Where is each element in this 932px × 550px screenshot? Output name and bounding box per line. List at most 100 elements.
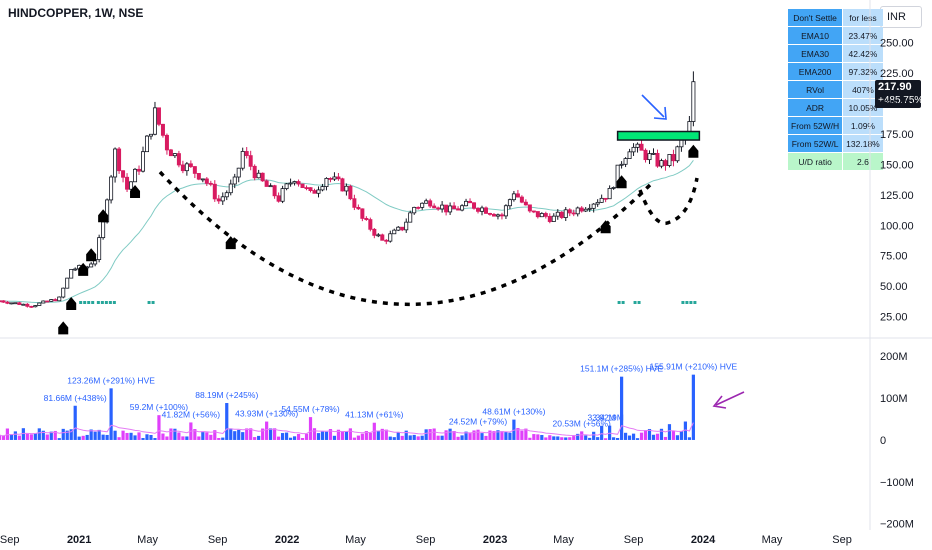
volume-bar xyxy=(396,431,400,440)
signal-dot xyxy=(83,301,87,304)
candle-body xyxy=(535,211,540,218)
volume-bar xyxy=(304,433,309,440)
candle-body xyxy=(563,209,568,218)
time-tick-label: 2021 xyxy=(67,534,91,546)
candle-body xyxy=(571,212,576,215)
candle-body xyxy=(460,205,465,211)
candle-body xyxy=(675,146,680,162)
volume-bar xyxy=(280,433,285,440)
volume-bar xyxy=(440,435,444,440)
time-tick-label: 2024 xyxy=(691,534,716,546)
volume-annotation: 151.1M (+285%) HVE xyxy=(580,364,663,374)
candle-body xyxy=(448,205,453,213)
candle-body xyxy=(188,163,193,167)
price-tick-label: 150.00 xyxy=(880,159,914,171)
volume-bar xyxy=(588,437,592,440)
time-tick-label: May xyxy=(762,534,783,546)
candle-body xyxy=(168,149,173,157)
candle-body xyxy=(65,277,70,289)
volume-bar xyxy=(683,421,688,440)
volume-bar xyxy=(25,433,29,440)
volume-bar xyxy=(639,432,644,440)
candle-body xyxy=(647,153,652,161)
volume-bar xyxy=(532,434,536,440)
candle-body xyxy=(384,239,389,242)
candle-body xyxy=(468,200,473,204)
signal-dot xyxy=(681,301,685,304)
volume-bar xyxy=(109,388,113,440)
candle-body xyxy=(352,198,357,208)
candle-body xyxy=(69,268,74,279)
volume-bar xyxy=(129,432,133,440)
volume-bar xyxy=(185,436,189,440)
candle-body xyxy=(356,206,361,210)
candle-body xyxy=(152,107,157,135)
signal-dot xyxy=(96,301,100,304)
volume-bar xyxy=(113,430,117,440)
volume-bar xyxy=(85,434,89,440)
volume-bars xyxy=(0,374,695,440)
volume-bar xyxy=(488,430,492,440)
candle-body xyxy=(583,208,588,212)
candle-body xyxy=(531,210,536,213)
stats-value: 97.32% xyxy=(843,63,883,80)
candle-body xyxy=(587,207,592,210)
candle-body xyxy=(336,176,341,180)
candle-body xyxy=(61,287,66,298)
candle-body xyxy=(0,300,2,303)
volume-bar xyxy=(444,430,448,440)
candle-body xyxy=(483,207,488,214)
candle-body xyxy=(156,107,161,125)
volume-bar xyxy=(201,431,205,440)
candle-body xyxy=(133,168,138,183)
candle-body xyxy=(264,180,269,187)
volume-bar xyxy=(456,436,460,440)
stats-value: 10.05% xyxy=(843,99,883,116)
candle-body xyxy=(320,186,325,191)
candle-body xyxy=(667,154,672,166)
candle-body xyxy=(627,151,632,159)
candle-body xyxy=(527,204,532,212)
candle-body xyxy=(49,299,54,302)
volume-bar xyxy=(21,428,25,440)
volume-bar xyxy=(468,433,472,440)
volume-bar xyxy=(332,435,337,440)
volume-bar xyxy=(77,436,81,440)
candle-body xyxy=(268,185,273,188)
volume-bar xyxy=(121,430,125,440)
candle-body xyxy=(472,202,477,209)
volume-bar xyxy=(448,428,452,440)
volume-bar xyxy=(344,431,349,440)
candle-body xyxy=(160,123,165,136)
volume-tick-label: 100M xyxy=(880,393,908,405)
volume-bar xyxy=(1,436,6,440)
candle-body xyxy=(328,178,333,180)
volume-annotation: 123.26M (+291%) HVE xyxy=(67,375,155,385)
volume-bar xyxy=(376,430,380,440)
time-tick-label: Sep xyxy=(624,534,644,546)
volume-bar xyxy=(436,435,440,440)
pivot-marker xyxy=(86,248,97,262)
signal-dot xyxy=(633,301,637,304)
volume-bar xyxy=(141,438,145,440)
price-tick-label: 75.00 xyxy=(880,251,908,263)
signal-dot xyxy=(617,301,621,304)
signal-dot xyxy=(91,301,95,304)
stats-label: From 52W/H xyxy=(788,117,843,134)
pivot-marker xyxy=(66,296,77,310)
price-tick-label: 25.00 xyxy=(880,312,908,324)
candle-body xyxy=(224,192,229,198)
pivot-marker xyxy=(98,209,109,223)
volume-bar xyxy=(9,434,13,440)
breakout-arrow xyxy=(641,94,665,118)
price-tick-label: 175.00 xyxy=(880,129,914,141)
candle-body xyxy=(631,146,636,153)
candle-body xyxy=(452,205,457,210)
time-tick-label: Sep xyxy=(208,534,228,546)
candle-body xyxy=(348,185,353,200)
candle-body xyxy=(659,160,664,167)
candle-body xyxy=(304,187,309,190)
candle-body xyxy=(200,178,205,181)
volume-bar xyxy=(679,431,684,440)
